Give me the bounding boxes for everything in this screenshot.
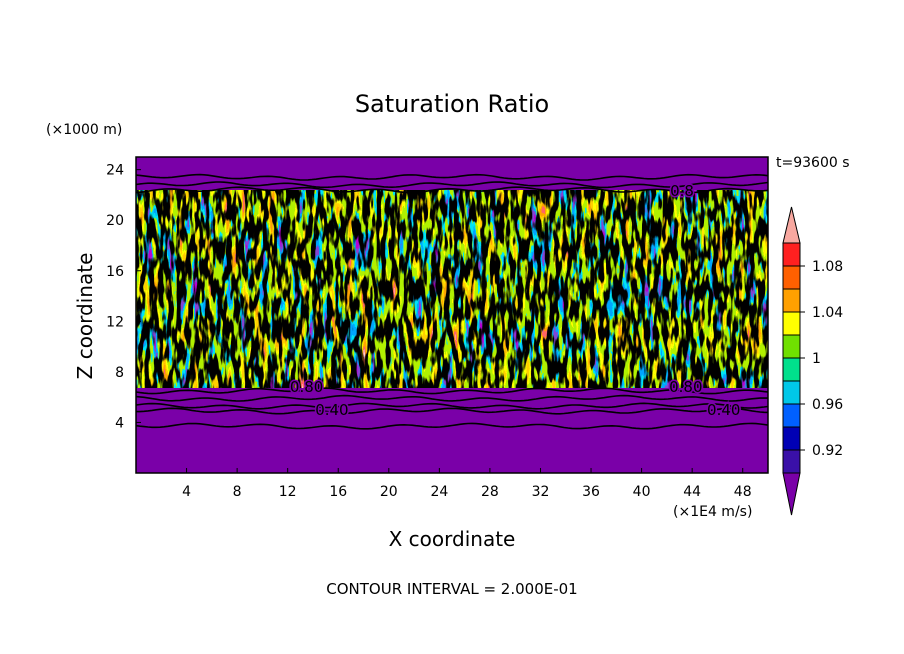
colorbar-label: 1.04: [812, 305, 843, 321]
contour-line: [136, 186, 768, 194]
y-tick-label: 12: [106, 314, 124, 330]
colorbar-label: 0.96: [812, 397, 843, 413]
plot-field: [136, 157, 768, 473]
x-tick-label: 4: [182, 484, 191, 500]
contour-line: [136, 402, 768, 410]
contour-line: [136, 394, 768, 402]
colorbar-swatch: [782, 380, 801, 405]
x-tick-label: 28: [481, 484, 499, 500]
y-axis-unit: (×1000 m): [46, 122, 122, 138]
x-tick-label: 20: [380, 484, 398, 500]
colorbar-swatch: [782, 426, 801, 451]
colorbar-lower-extend: [782, 472, 801, 516]
colorbar-upper-extend: [782, 206, 801, 244]
footer-contour-interval: CONTOUR INTERVAL = 2.000E-01: [326, 580, 577, 598]
x-tick-label: 12: [279, 484, 297, 500]
x-axis-ticks: 4 8 12 16 20 24 28 32 36 40 44 48: [182, 468, 752, 500]
colorbar-label: 1: [812, 351, 821, 367]
y-axis-label: Z coordinate: [73, 253, 97, 380]
colorbar-swatch: [782, 265, 801, 290]
x-tick-label: 40: [633, 484, 651, 500]
x-tick-label: 8: [233, 484, 242, 500]
y-tick-label: 8: [115, 365, 124, 381]
y-tick-label: 16: [106, 264, 124, 280]
contour-label: 0.40: [315, 401, 348, 419]
y-axis-ticks: 4 8 12 16 20 24: [106, 163, 141, 431]
x-axis-unit: (×1E4 m/s): [673, 504, 752, 520]
colorbar-swatch: [782, 403, 801, 428]
colorbar-label: 0.92: [812, 443, 843, 459]
y-tick-label: 4: [115, 415, 124, 431]
contour-labels: 0.80 0.40 0.80 0.40 0.8: [288, 181, 742, 421]
colorbar-swatch: [782, 288, 801, 313]
x-tick-label: 36: [582, 484, 600, 500]
colorbar-swatch: [782, 449, 801, 474]
contour-label: 0.8: [670, 182, 694, 200]
contour-line: [136, 407, 768, 415]
plot-frame: [135, 156, 769, 474]
y-tick-label: 20: [106, 213, 124, 229]
contour-label: 0.80: [669, 378, 702, 396]
x-axis-label: X coordinate: [389, 527, 516, 551]
colorbar-swatch: [782, 311, 801, 336]
colorbar-swatch: [782, 242, 801, 267]
x-tick-label: 44: [683, 484, 701, 500]
cloud-layer-contour-lines: [136, 190, 768, 388]
contour-label: 0.80: [290, 378, 323, 396]
colorbar-swatch: [782, 357, 801, 382]
contour-line: [136, 387, 768, 395]
time-label: t=93600 s: [776, 155, 850, 171]
colorbar-swatch: [782, 334, 801, 359]
colorbar: 1.08 1.04 1 0.96 0.92: [782, 206, 843, 516]
contour-line: [136, 422, 768, 430]
contour-label: 0.40: [707, 401, 740, 419]
contour-line: [136, 173, 768, 181]
chart-title: Saturation Ratio: [355, 90, 549, 118]
contour-line: [136, 181, 768, 189]
x-tick-label: 16: [329, 484, 347, 500]
x-tick-label: 48: [734, 484, 752, 500]
colorbar-label: 1.08: [812, 259, 843, 275]
contour-lines: [136, 173, 768, 430]
y-tick-label: 24: [106, 163, 124, 179]
x-tick-label: 24: [430, 484, 448, 500]
x-tick-label: 32: [532, 484, 550, 500]
